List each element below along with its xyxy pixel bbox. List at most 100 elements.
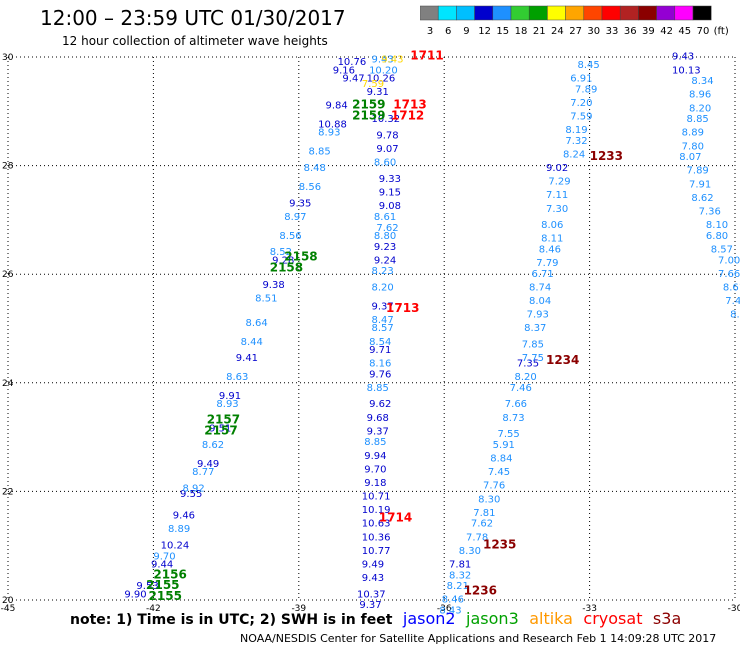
y-tick-label: 20 bbox=[2, 596, 14, 606]
data-label: 8.62 bbox=[202, 440, 224, 451]
data-label: 8.20 bbox=[514, 372, 536, 383]
data-label: 9.62 bbox=[369, 399, 391, 410]
data-label: 8.51 bbox=[255, 293, 277, 304]
data-label: 7.66 bbox=[505, 399, 527, 410]
legend-altika: altika bbox=[529, 609, 573, 628]
data-label: 7.81 bbox=[449, 559, 471, 570]
data-label: 8.63 bbox=[226, 372, 248, 383]
data-label: 8.77 bbox=[192, 467, 214, 478]
data-label: 7.20 bbox=[570, 98, 592, 109]
colorbar-tick-label: 45 bbox=[678, 26, 691, 37]
series-altika: 7.59 9.43 bbox=[362, 54, 404, 89]
data-label: 7.36 bbox=[699, 206, 721, 217]
y-tick-label: 26 bbox=[2, 270, 14, 280]
data-label: 8.52 bbox=[270, 247, 292, 258]
data-label: 2158 bbox=[270, 260, 303, 274]
data-label: 8.20 bbox=[689, 103, 711, 114]
colorbar-tick-label: 33 bbox=[606, 26, 619, 37]
data-label: 10.88 bbox=[318, 120, 347, 131]
data-label: 9.07 bbox=[376, 144, 398, 155]
colorbar-tick-label: 21 bbox=[533, 26, 546, 37]
x-tick-label: -42 bbox=[146, 604, 161, 614]
x-tick-label: -45 bbox=[1, 604, 16, 614]
data-label: 8.56 bbox=[299, 182, 321, 193]
data-label: 9.43 bbox=[672, 52, 694, 63]
data-label: 7.59 bbox=[362, 79, 384, 90]
data-label: 9.78 bbox=[376, 130, 398, 141]
data-label: 9.43 bbox=[362, 573, 384, 584]
data-label: 8.30 bbox=[459, 546, 481, 557]
data-label: 9.46 bbox=[173, 511, 195, 522]
data-label: 8.11 bbox=[541, 234, 563, 245]
data-label: 7.79 bbox=[536, 258, 558, 269]
data-label: 1235 bbox=[483, 537, 516, 551]
data-label: 8.43 bbox=[439, 606, 461, 617]
data-label: 9.90 bbox=[124, 589, 146, 600]
data-label: 9.37 bbox=[367, 426, 389, 437]
data-label: 7.29 bbox=[548, 177, 570, 188]
data-label: 9.37 bbox=[359, 600, 381, 611]
data-label: 8.89 bbox=[682, 128, 704, 139]
data-label: 8.61 bbox=[723, 282, 740, 293]
data-label: 9.33 bbox=[379, 174, 401, 185]
data-label: 7.78 bbox=[466, 532, 488, 543]
data-label: 9.84 bbox=[325, 101, 347, 112]
data-label: 9.49 bbox=[197, 459, 219, 470]
data-label: 2156 bbox=[153, 567, 186, 581]
data-label: 8.30 bbox=[478, 494, 500, 505]
data-label: 7.59 bbox=[570, 111, 592, 122]
data-label: 5.91 bbox=[493, 440, 515, 451]
data-label: 8.06 bbox=[541, 220, 563, 231]
data-label: 9.55 bbox=[180, 489, 202, 500]
data-label: 8.92 bbox=[182, 483, 204, 494]
data-label: 1712 bbox=[391, 108, 424, 122]
data-label: 7.81 bbox=[473, 508, 495, 519]
series-s3a: 123312341235123623 bbox=[464, 149, 623, 598]
page-title: 12:00 – 23:59 UTC 01/30/2017 bbox=[40, 6, 346, 30]
x-tick-label: -39 bbox=[291, 604, 306, 614]
data-label: 8.32 bbox=[449, 570, 471, 581]
data-label: 8.80 bbox=[374, 231, 396, 242]
legend-cryosat: cryosat bbox=[583, 609, 643, 628]
data-label: 8.21 bbox=[447, 581, 469, 592]
data-label: 9.70 bbox=[364, 464, 386, 475]
data-label: 1233 bbox=[590, 149, 623, 163]
colorbar-tick-label: 39 bbox=[642, 26, 655, 37]
data-label: 9.08 bbox=[379, 201, 401, 212]
data-label: 6.80 bbox=[706, 231, 728, 242]
page-subtitle: 12 hour collection of altimeter wave hei… bbox=[62, 34, 328, 48]
data-label: 8.62 bbox=[691, 193, 713, 204]
y-tick-label: 24 bbox=[2, 379, 14, 389]
y-tick-label: 28 bbox=[2, 162, 14, 172]
data-label: 9.53 bbox=[136, 581, 158, 592]
data-label: 7.62 bbox=[376, 223, 398, 234]
data-label: 7.32 bbox=[565, 136, 587, 147]
data-label: 8.57 bbox=[711, 244, 733, 255]
data-label: 8.10 bbox=[706, 220, 728, 231]
data-label: 1714 bbox=[379, 510, 412, 524]
colorbar-tick-label: 36 bbox=[624, 26, 637, 37]
data-label: 8.04 bbox=[529, 296, 551, 307]
data-label: 9.43 bbox=[381, 54, 403, 65]
data-label: 8.16 bbox=[369, 359, 391, 370]
data-label: 1236 bbox=[464, 584, 497, 598]
data-label: 9.47 bbox=[342, 73, 364, 84]
data-label: 8.48 bbox=[304, 163, 326, 174]
data-label: 8.56 bbox=[279, 231, 301, 242]
colorbar-tick-label: 15 bbox=[496, 26, 509, 37]
data-label: 8.97 bbox=[284, 212, 306, 223]
data-label: 8.46 bbox=[539, 244, 561, 255]
x-tick-label: -36 bbox=[437, 604, 452, 614]
data-label: 7.93 bbox=[527, 310, 549, 321]
data-label: 2155 bbox=[149, 589, 182, 603]
data-label: 7.75 bbox=[522, 353, 544, 364]
colorbar-tick-label: 24 bbox=[551, 26, 564, 37]
data-label: 10.26 bbox=[367, 73, 396, 84]
legend-s3a: s3a bbox=[652, 609, 682, 628]
credit-line: NOAA/NESDIS Center for Satellite Applica… bbox=[240, 632, 717, 645]
data-label: 8.47 bbox=[372, 315, 394, 326]
data-label: 6.91 bbox=[570, 73, 592, 84]
data-label: 8.34 bbox=[691, 76, 713, 87]
